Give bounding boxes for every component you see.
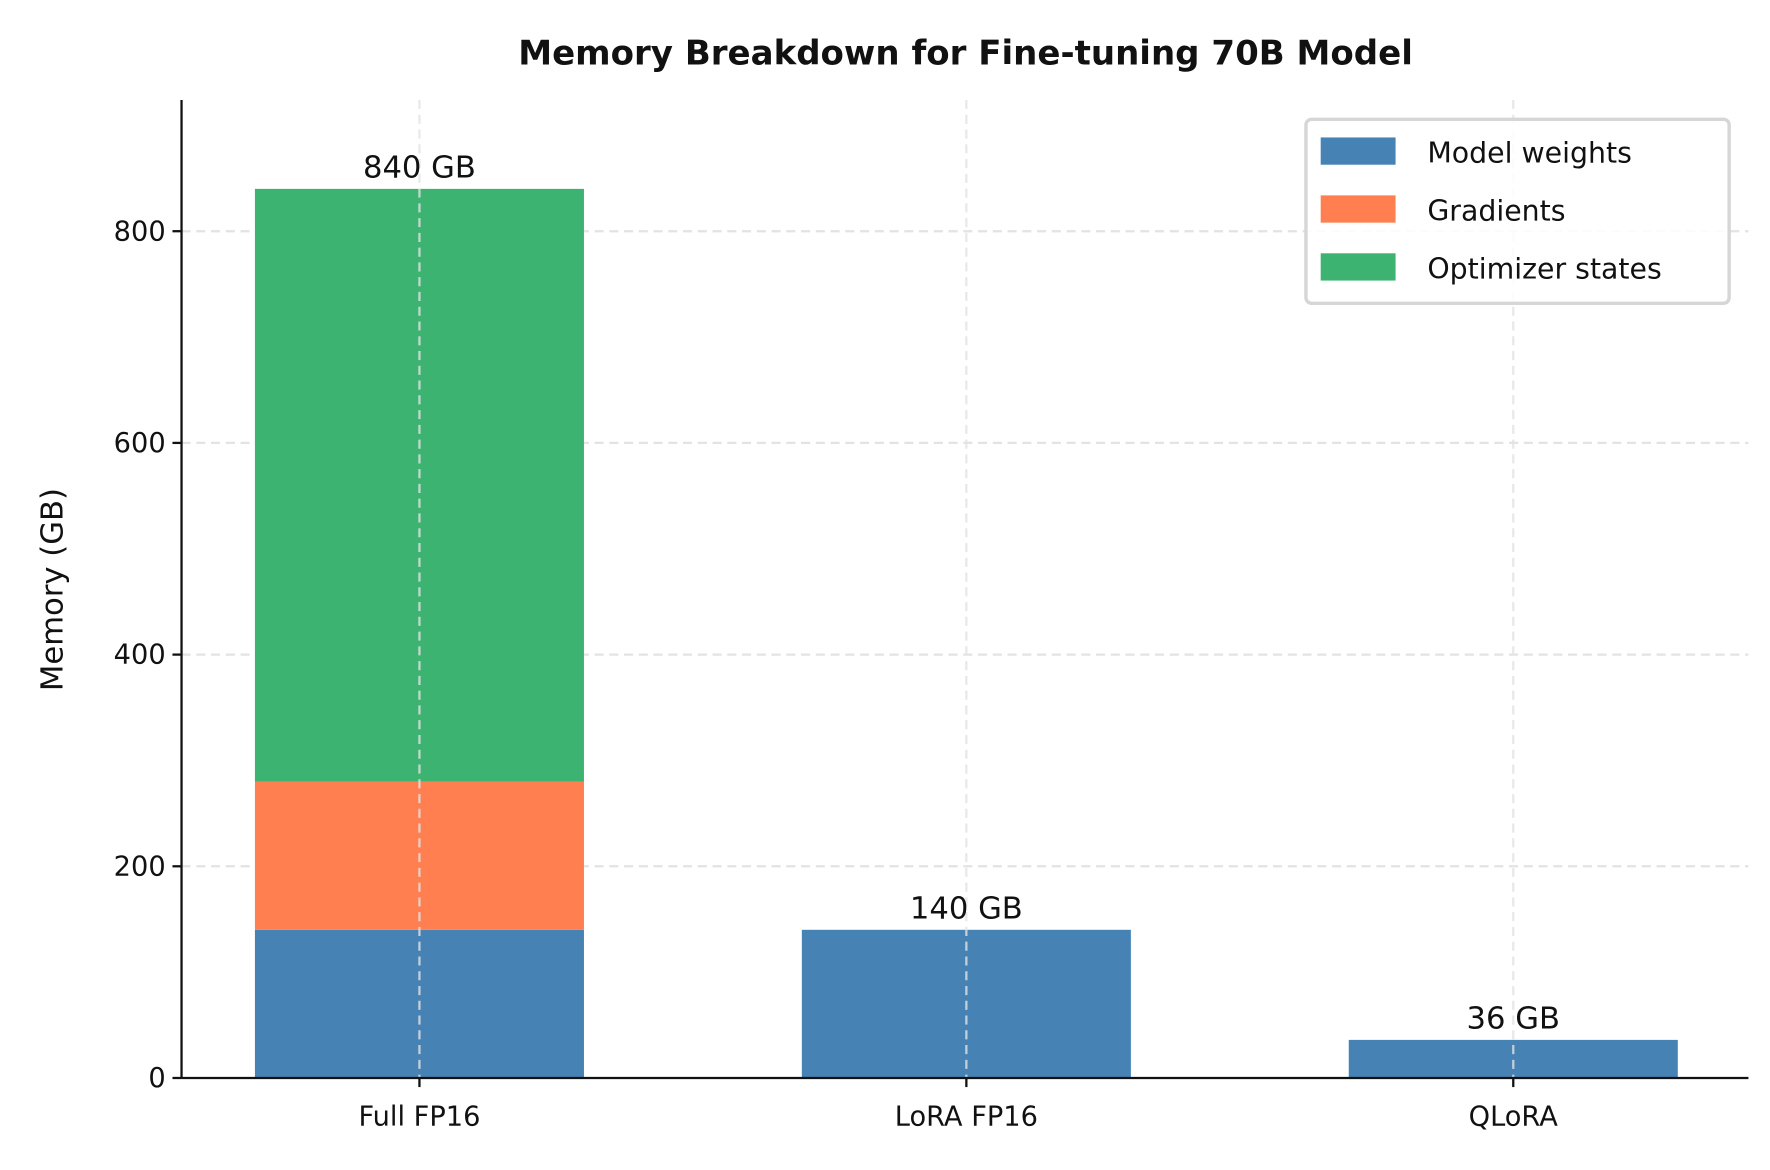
axes: 0 200 400 600 800 Full FP16 LoRA FP16 QLoRA: [114, 99, 1749, 1133]
legend: Model weights Gradients Optimizer states: [1304, 117, 1731, 305]
x-tick-label: LoRA FP16: [895, 1102, 1038, 1133]
bar-total-labels: 840 GB 140 GB 36 GB: [363, 150, 1560, 1036]
legend-swatch: [1320, 253, 1396, 281]
y-axis-label: Memory (GB): [35, 488, 70, 691]
bar-total-label: 840 GB: [363, 150, 476, 185]
y-tick-label: 0: [148, 1063, 165, 1094]
legend-swatch: [1320, 195, 1396, 223]
chart-title: Memory Breakdown for Fine-tuning 70B Mod…: [518, 34, 1413, 74]
legend-box: [1304, 117, 1731, 305]
y-tick-label: 800: [114, 216, 166, 247]
x-tick-label: QLoRA: [1469, 1102, 1559, 1133]
x-tick-label: Full FP16: [358, 1102, 480, 1133]
legend-label: Gradients: [1427, 194, 1565, 227]
bar-total-label: 140 GB: [910, 891, 1023, 926]
bar-total-label: 36 GB: [1467, 1002, 1560, 1037]
y-tick-label: 400: [114, 640, 166, 671]
y-tick-label: 200: [114, 851, 166, 882]
legend-label: Model weights: [1427, 136, 1632, 169]
y-tick-label: 600: [114, 428, 166, 459]
legend-swatch: [1320, 137, 1396, 165]
legend-label: Optimizer states: [1427, 252, 1661, 285]
